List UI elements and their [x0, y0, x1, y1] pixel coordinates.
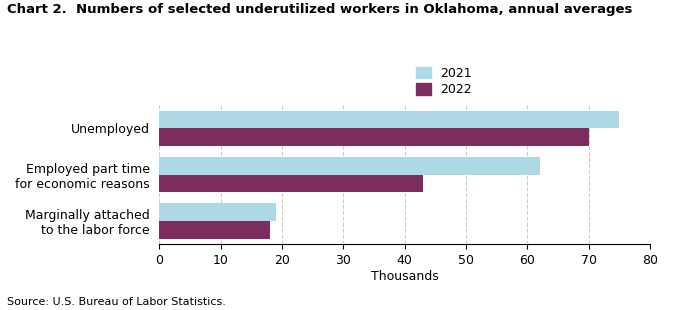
Bar — [160, 175, 423, 192]
Bar — [160, 157, 540, 175]
Text: Chart 2.  Numbers of selected underutilized workers in Oklahoma, annual averages: Chart 2. Numbers of selected underutiliz… — [7, 3, 632, 16]
Bar — [160, 203, 276, 221]
Bar — [160, 111, 619, 129]
Text: Source: U.S. Bureau of Labor Statistics.: Source: U.S. Bureau of Labor Statistics. — [7, 297, 225, 307]
X-axis label: Thousands: Thousands — [371, 270, 439, 283]
Bar — [160, 221, 270, 239]
Legend: 2021, 2022: 2021, 2022 — [416, 67, 472, 96]
Bar — [160, 129, 589, 146]
